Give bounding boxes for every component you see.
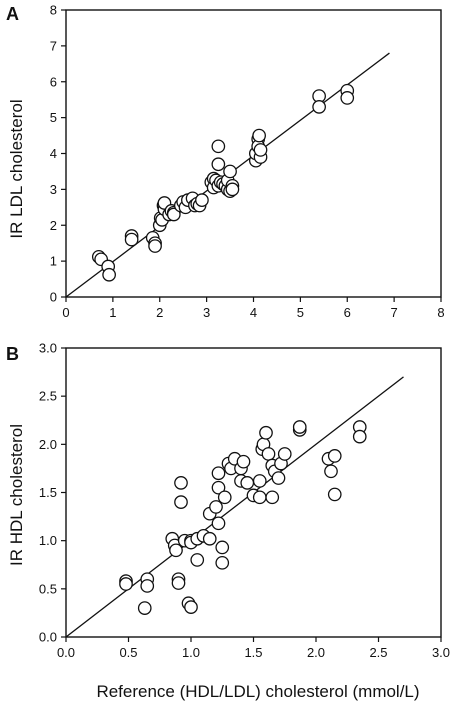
panel-b-label: B <box>6 344 19 364</box>
panel-b-data-point <box>252 474 267 488</box>
panel-a-y-tick-label: 1 <box>50 254 57 269</box>
panel-b-y-tick-label: 3.0 <box>39 341 57 356</box>
panel-a-x-tick-label: 3 <box>203 305 210 320</box>
panel-a-x-tick-label: 6 <box>344 305 351 320</box>
panel-b-y-tick-label: 2.0 <box>39 437 57 452</box>
panel-b-data-point <box>327 487 342 502</box>
panel-a-scatter-plot: A IR LDL cholesterol 0 1 2 3 4 5 6 7 8 0 1 2 3 4 5 6 7 8 <box>6 3 445 321</box>
panel-b-data-point <box>140 579 155 593</box>
panel-b-x-tick-label: 2.5 <box>369 645 387 660</box>
panel-a-data-point <box>252 128 266 143</box>
panel-a-data-point <box>124 232 139 247</box>
panel-a-data-point <box>340 91 355 105</box>
panel-b-data-point <box>292 420 307 434</box>
panel-b-data-point <box>352 429 367 444</box>
panel-a-y-tick-label: 6 <box>50 74 57 89</box>
panel-a-data-point <box>166 207 181 222</box>
panel-b-data-point <box>259 425 273 440</box>
panel-b-data-point <box>211 480 226 495</box>
panel-b-data-point <box>240 476 255 490</box>
panel-a-x-tick-label: 4 <box>250 305 257 320</box>
panel-b-y-tick-label: 2.5 <box>39 389 57 404</box>
panel-b-data-point <box>119 577 133 591</box>
panel-b-data-point <box>211 466 226 481</box>
panel-a-data-point <box>195 193 209 207</box>
panel-a-data-point <box>102 267 116 282</box>
panel-a-data-point <box>312 100 326 114</box>
panel-a-data-point <box>211 157 226 172</box>
panel-b-data-point <box>252 490 267 505</box>
panel-b-x-tick-label: 1.5 <box>244 645 262 660</box>
panel-b-y-tick-label: 0.5 <box>39 581 57 596</box>
panel-b-scatter-plot: B IR HDL cholesterol 0.0 0.5 1.0 1.5 2.0 2.5 3… <box>6 341 450 661</box>
panel-b-identity-line <box>65 376 404 638</box>
panel-a-y-tick-label: 2 <box>50 218 57 233</box>
panel-a-y-tick-label: 7 <box>50 38 57 53</box>
panel-b-y-tick-label: 1.0 <box>39 533 57 548</box>
panel-b-x-tick-label: 0.0 <box>57 645 75 660</box>
panel-a-x-tick-label: 2 <box>156 305 163 320</box>
panel-a-y-tick-label: 4 <box>50 146 57 161</box>
panel-b-data-point <box>202 531 217 546</box>
panel-b-x-tick-label: 1.0 <box>182 645 200 660</box>
panel-b-data-point <box>215 555 230 570</box>
panel-b-x-tick-label: 0.5 <box>119 645 137 660</box>
panel-b-data-point <box>171 576 186 590</box>
panel-b-x-tick-label: 3.0 <box>432 645 450 660</box>
panel-b-data-point <box>277 447 292 461</box>
panel-b-data-point <box>211 516 226 531</box>
panel-b-data-point <box>265 490 280 505</box>
panel-b-data-point <box>217 490 232 505</box>
panel-b-data-point <box>174 495 188 509</box>
panel-b-data-point <box>190 553 205 567</box>
panel-a-data-point <box>223 164 237 179</box>
panel-a-x-tick-label: 0 <box>62 305 69 320</box>
panel-a-y-tick-label: 0 <box>50 290 57 305</box>
panel-b-data-point <box>169 543 183 558</box>
panel-b-data-point <box>209 500 223 514</box>
panel-a-data-point <box>225 182 240 197</box>
panel-a-y-tick-label: 3 <box>50 182 57 197</box>
shared-x-axis-label: Reference (HDL/LDL) cholesterol (mmol/L) <box>96 682 419 701</box>
panel-a-label: A <box>6 4 19 24</box>
panel-b-y-tick-label: 0.0 <box>39 630 57 645</box>
panel-b-data-point <box>271 471 286 485</box>
panel-b-y-tick-label: 1.5 <box>39 485 57 500</box>
panel-a-y-tick-label: 5 <box>50 110 57 125</box>
panel-b-data-point <box>137 601 152 615</box>
panel-b-data-point <box>184 600 198 614</box>
panel-a-data-point <box>148 239 162 253</box>
panel-b-x-tick-label: 2.0 <box>307 645 325 660</box>
panel-a-x-tick-label: 5 <box>297 305 304 320</box>
panel-a-data-point <box>211 139 226 154</box>
panel-a-x-tick-label: 1 <box>109 305 116 320</box>
panel-b-data-point <box>324 464 338 479</box>
panel-a-y-axis-label: IR LDL cholesterol <box>7 99 26 238</box>
panel-a-y-tick-label: 8 <box>50 3 57 18</box>
panel-b-data-point <box>174 476 188 490</box>
panel-a-x-tick-label: 7 <box>391 305 398 320</box>
panel-b-y-axis-label: IR HDL cholesterol <box>7 424 26 566</box>
panel-b-data-point <box>215 540 230 555</box>
panel-b-data-point <box>261 447 276 461</box>
panel-b-data-point <box>327 449 342 463</box>
panel-a-x-tick-label: 8 <box>437 305 444 320</box>
panel-a-data-point <box>253 143 268 157</box>
panel-b-data-point <box>236 454 251 469</box>
